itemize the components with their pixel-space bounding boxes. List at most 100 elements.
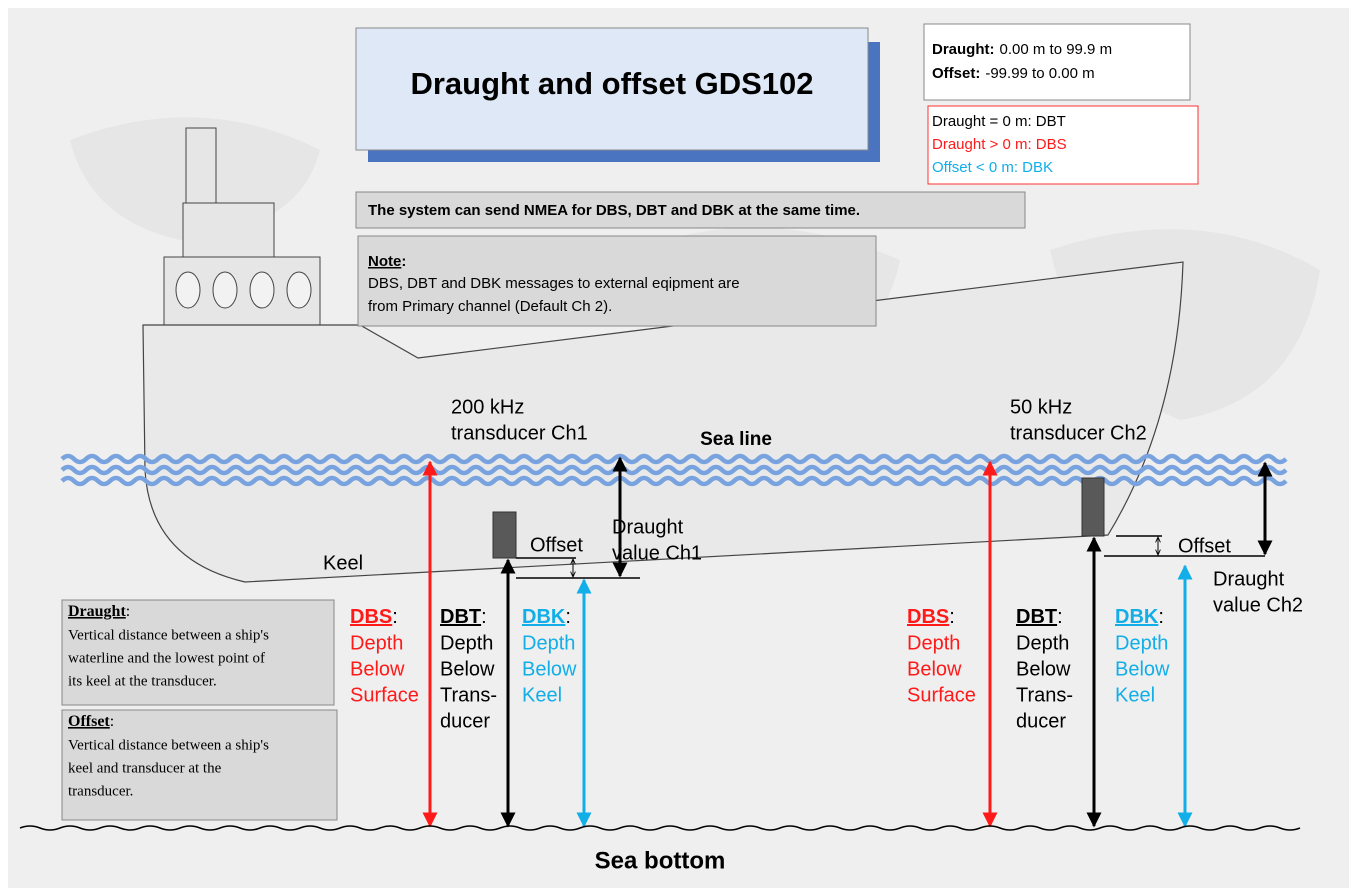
- measure-line: Below: [440, 658, 495, 680]
- measure-abbr: DBT:: [440, 606, 487, 628]
- measure-abbr: DBS:: [350, 606, 398, 628]
- measure-abbr-text: DBT: [1016, 606, 1057, 628]
- definition-line: waterline and the lowest point of: [68, 650, 265, 666]
- definition-sep: :: [126, 603, 130, 620]
- measure-line: Below: [907, 658, 962, 680]
- superstructure: [182, 202, 275, 259]
- hull: [142, 261, 1184, 583]
- definition-term-text: Draught: [68, 603, 126, 620]
- measure-abbr-text: DBK: [522, 606, 566, 628]
- sea-bottom: Sea bottom: [595, 847, 726, 874]
- measure-sep: :: [1158, 606, 1164, 628]
- texts: Draught and offset GDS102 Draught: 0.00 m …: [68, 41, 1303, 874]
- offset-label: Offset: [1178, 535, 1231, 557]
- definition-line: Vertical distance between a ship's: [68, 737, 269, 753]
- measure-abbr: DBS:: [907, 606, 955, 628]
- range-label: Offset:: [932, 65, 980, 82]
- wave: [60, 464, 1288, 476]
- measure-line: Depth: [1016, 632, 1069, 654]
- measure-line: ducer: [1016, 710, 1066, 732]
- window: [175, 271, 201, 309]
- range-label: Draught:: [932, 41, 995, 58]
- rules-box: [927, 105, 1199, 185]
- measure-line: Depth: [1115, 632, 1168, 654]
- draught-label: value Ch2: [1213, 594, 1303, 616]
- measure-line: Below: [1016, 658, 1071, 680]
- keel: Keel: [323, 552, 363, 574]
- measure-sep: :: [949, 606, 955, 628]
- transducer-label: 200 kHz: [451, 396, 524, 418]
- measure-line: Keel: [1115, 684, 1155, 706]
- transducer-ch1: [492, 511, 517, 559]
- measure-line: Depth: [440, 632, 493, 654]
- measure-abbr: DBK:: [1115, 606, 1164, 628]
- transducer-ch2: [1081, 477, 1105, 537]
- measure-abbr-text: DBS: [907, 606, 949, 628]
- ranges-box: [923, 23, 1191, 101]
- rule: Offset < 0 m: DBK: [932, 159, 1053, 176]
- definition-line: its keel at the transducer.: [68, 673, 217, 689]
- measure-abbr-text: DBS: [350, 606, 392, 628]
- note-sep: :: [401, 253, 406, 270]
- measure-sep: :: [565, 606, 571, 628]
- measure-line: Depth: [907, 632, 960, 654]
- draught-label: Draught: [612, 516, 684, 538]
- note-heading: Note:: [368, 253, 406, 270]
- window: [249, 271, 275, 309]
- definition-line: transducer.: [68, 783, 133, 799]
- measure-abbr: DBT:: [1016, 606, 1063, 628]
- measure-sep: :: [392, 606, 398, 628]
- definition-box: [61, 599, 335, 706]
- draught-label: Draught: [1213, 568, 1285, 590]
- sea-bottom-line: [19, 825, 1301, 831]
- statement-box: [355, 191, 1026, 229]
- definition-sep: :: [110, 713, 114, 730]
- definition-term: Offset:: [68, 713, 114, 730]
- measure-sep: :: [1057, 606, 1063, 628]
- measure-line: Depth: [350, 632, 403, 654]
- transducer-label: transducer Ch2: [1010, 422, 1147, 444]
- sea-line: Sea line: [700, 429, 772, 450]
- measure-line: Keel: [522, 684, 562, 706]
- definition-term-text: Offset: [68, 713, 110, 730]
- definition-term: Draught:: [68, 603, 130, 620]
- measure-line: Depth: [522, 632, 575, 654]
- note-line: from Primary channel (Default Ch 2).: [368, 298, 612, 315]
- transducer-label: 50 kHz: [1010, 396, 1072, 418]
- wave: [60, 453, 1288, 465]
- range: Draught: 0.00 m to 99.9 m: [932, 41, 1112, 58]
- measure-line: Surface: [907, 684, 976, 706]
- note-box: [357, 235, 877, 327]
- measure-line: Below: [522, 658, 577, 680]
- range-text: 0.00 m to 99.9 m: [1000, 41, 1113, 58]
- title: Draught and offset GDS102: [410, 66, 813, 101]
- rule: Draught > 0 m: DBS: [932, 136, 1067, 153]
- measure-line: Surface: [350, 684, 419, 706]
- measure-line: Below: [350, 658, 405, 680]
- definition-box: [61, 709, 338, 821]
- measure-line: Trans-: [440, 684, 497, 706]
- funnel: [185, 127, 217, 206]
- transducer-label: transducer Ch1: [451, 422, 588, 444]
- range-text: -99.99 to 0.00 m: [985, 65, 1094, 82]
- title-box: [355, 27, 869, 151]
- statement: The system can send NMEA for DBS, DBT an…: [368, 202, 860, 219]
- measure-line: Below: [1115, 658, 1170, 680]
- definition-line: Vertical distance between a ship's: [68, 627, 269, 643]
- measure-line: ducer: [440, 710, 490, 732]
- window: [286, 271, 312, 309]
- definition-line: keel and transducer at the: [68, 760, 222, 776]
- measure-sep: :: [481, 606, 487, 628]
- measure-abbr: DBK:: [522, 606, 571, 628]
- offset-label: Offset: [530, 534, 583, 556]
- measure-abbr-text: DBT: [440, 606, 481, 628]
- measure-abbr-text: DBK: [1115, 606, 1159, 628]
- window: [212, 271, 238, 309]
- draught-label: value Ch1: [612, 542, 702, 564]
- note-line: DBS, DBT and DBK messages to external eq…: [368, 275, 740, 292]
- range: Offset: -99.99 to 0.00 m: [932, 65, 1095, 82]
- measure-line: Trans-: [1016, 684, 1073, 706]
- note-heading-text: Note: [368, 253, 401, 270]
- rule: Draught = 0 m: DBT: [932, 113, 1066, 130]
